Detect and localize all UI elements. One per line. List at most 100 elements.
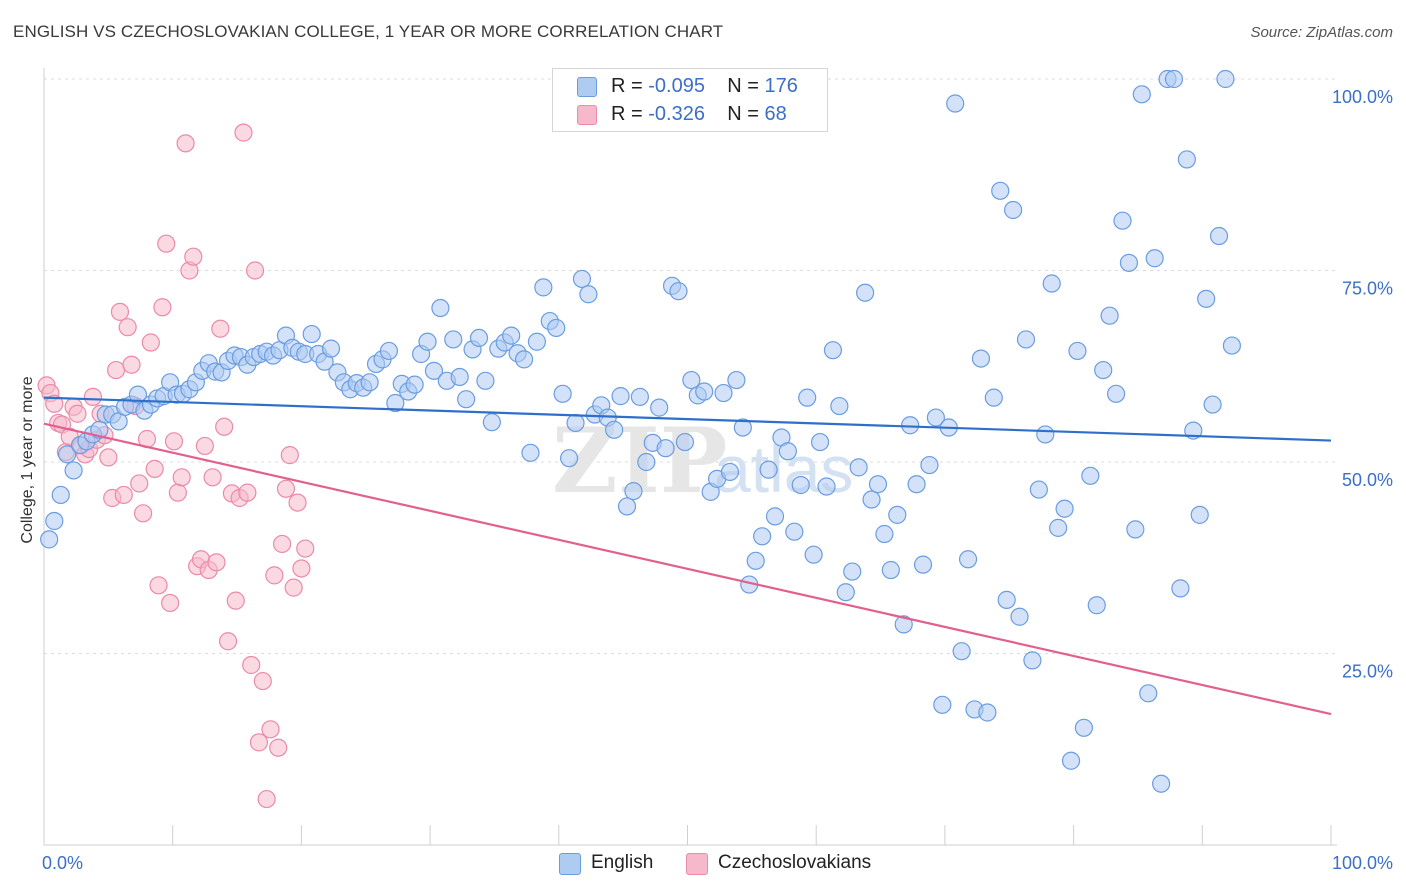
czech-point xyxy=(68,404,87,423)
english-point xyxy=(469,328,489,348)
english-point xyxy=(1119,253,1139,272)
y-tick-label: 50.0% xyxy=(1342,470,1393,490)
czech-point xyxy=(245,261,265,280)
english-point xyxy=(862,490,881,509)
english-point xyxy=(476,371,495,390)
czech-legend-swatch xyxy=(686,853,708,875)
x-tick-label: 0.0% xyxy=(42,853,83,873)
english-point xyxy=(1139,684,1158,703)
english-point xyxy=(559,449,579,468)
czech-legend-label: Czechoslovakians xyxy=(718,852,872,873)
english-point xyxy=(1152,774,1171,793)
english-point xyxy=(836,583,855,602)
english-point xyxy=(502,326,521,345)
trend-lines xyxy=(43,396,1332,716)
english-point xyxy=(778,442,797,461)
y-tick-label: 100.0% xyxy=(1332,87,1393,107)
czech-point xyxy=(157,234,176,253)
english-point xyxy=(1036,425,1055,444)
english-point xyxy=(997,590,1016,609)
czech-n-label: N = xyxy=(727,103,759,125)
english-point xyxy=(785,522,804,541)
english-point xyxy=(572,269,592,289)
english-point xyxy=(514,350,534,369)
english-point xyxy=(849,458,868,477)
english-point xyxy=(1106,384,1126,403)
english-point xyxy=(444,330,463,349)
czech-point xyxy=(130,474,149,493)
czech-point xyxy=(253,671,272,691)
x-ticks xyxy=(43,825,1332,845)
english-point xyxy=(579,285,598,304)
english-point xyxy=(624,482,643,501)
english-point xyxy=(418,332,437,351)
english-point xyxy=(817,477,836,496)
czech-point xyxy=(207,553,226,572)
english-point xyxy=(1100,306,1119,325)
czech-point xyxy=(226,591,245,610)
czech-point xyxy=(218,632,238,651)
czech-point xyxy=(195,436,214,456)
english-point xyxy=(1197,289,1216,308)
english-point xyxy=(64,461,83,480)
czech-point xyxy=(161,593,180,613)
english-point xyxy=(51,485,70,505)
english-point xyxy=(727,370,746,390)
english-point xyxy=(1061,751,1081,770)
english-point xyxy=(810,432,830,452)
english-point xyxy=(40,530,59,549)
english-point xyxy=(1016,330,1036,349)
czech-point xyxy=(242,655,261,675)
english-legend-label: English xyxy=(591,852,654,873)
english-point xyxy=(888,505,907,524)
czech-point xyxy=(211,319,230,338)
english-point xyxy=(952,642,971,661)
english-point xyxy=(637,452,656,472)
english-point xyxy=(553,384,572,403)
english-point xyxy=(913,555,933,574)
english-point xyxy=(521,443,540,462)
czech-point xyxy=(203,468,222,487)
english-point xyxy=(669,282,688,301)
czech-trend-line xyxy=(43,422,1332,716)
czech-point xyxy=(110,302,130,321)
czech-point xyxy=(261,720,280,739)
english-point xyxy=(1203,395,1222,414)
czech-point xyxy=(99,448,118,467)
english-point xyxy=(946,94,965,113)
english-point xyxy=(933,695,952,714)
english-point xyxy=(1190,505,1209,524)
english-point xyxy=(675,432,695,452)
czech-point xyxy=(133,504,153,523)
english-trend-line xyxy=(43,396,1332,442)
english-point xyxy=(830,396,849,416)
english-point xyxy=(1010,607,1029,626)
english-point xyxy=(1132,85,1151,104)
english-point xyxy=(90,420,109,439)
english-point xyxy=(630,387,649,406)
english-r-label: R = xyxy=(611,75,643,97)
english-point xyxy=(605,420,624,439)
czech-point xyxy=(168,483,187,502)
correlation-legend: R = -0.095 N = 176 R = -0.326 N = 68 xyxy=(552,68,828,132)
czech-point xyxy=(114,485,133,505)
english-point xyxy=(321,339,341,358)
czech-point xyxy=(176,134,195,153)
english-point xyxy=(991,181,1010,200)
czech-point xyxy=(269,738,288,757)
english-point xyxy=(650,398,669,417)
english-n-label: N = xyxy=(727,75,759,97)
english-point xyxy=(1068,341,1087,361)
english-point xyxy=(1087,596,1106,615)
czech-point xyxy=(265,566,284,585)
english-point xyxy=(457,390,476,409)
english-point xyxy=(58,445,77,464)
czech-point xyxy=(257,789,276,809)
czech-point xyxy=(45,394,64,413)
english-point xyxy=(971,349,991,368)
czech-point xyxy=(122,355,141,374)
chart-title: ENGLISH VS CZECHOSLOVAKIAN COLLEGE, 1 YE… xyxy=(13,22,724,41)
english-point xyxy=(1113,211,1132,230)
czech-swatch xyxy=(577,105,597,125)
czech-point xyxy=(284,578,303,597)
